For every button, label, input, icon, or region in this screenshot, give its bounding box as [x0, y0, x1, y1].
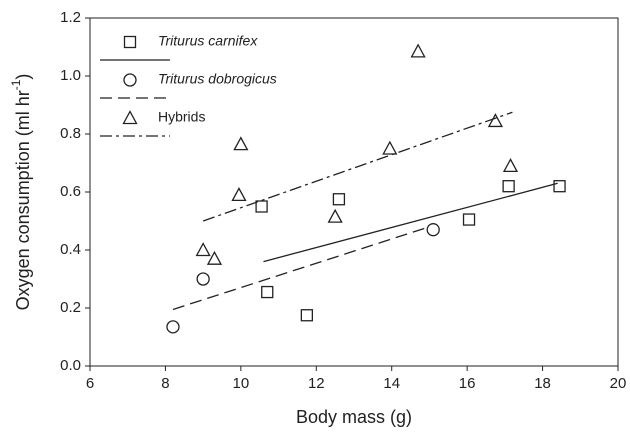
y-tick-label: 0.6: [60, 183, 81, 200]
point: [261, 285, 274, 299]
x-tick-label: 14: [383, 375, 400, 392]
point: [166, 320, 180, 334]
fit-line: [202, 111, 513, 222]
point: [327, 208, 343, 223]
y-tick-label: 0.0: [60, 357, 81, 374]
x-tick-label: 10: [233, 375, 250, 392]
legend-marker: [122, 110, 138, 125]
x-tick-label: 8: [161, 375, 169, 392]
point: [553, 180, 566, 193]
legend-label: Hybrids: [158, 109, 205, 125]
legend-marker: [123, 73, 137, 87]
x-axis-label: Body mass (g): [296, 407, 412, 427]
y-tick-label: 1.2: [60, 9, 81, 26]
y-tick-label: 0.4: [60, 241, 81, 258]
x-tick-label: 18: [534, 375, 551, 392]
fit-line: [172, 226, 430, 311]
point: [462, 213, 476, 226]
x-tick-label: 20: [610, 375, 627, 392]
point: [255, 200, 268, 213]
x-tick-label: 6: [86, 375, 94, 392]
y-label-tail: ): [13, 74, 33, 80]
point: [195, 242, 211, 257]
point: [233, 136, 249, 151]
y-axis-label: Oxygen consumption (ml hr-1): [9, 74, 33, 311]
point: [300, 309, 314, 322]
x-tick-label: 16: [459, 375, 476, 392]
y-tick-label: 0.2: [60, 299, 81, 316]
y-tick-label: 1.0: [60, 67, 81, 84]
point: [231, 187, 247, 202]
point: [487, 113, 504, 128]
y-tick-label: 0.8: [60, 125, 81, 142]
legend-label: Triturus dobrogicus: [158, 71, 277, 87]
point: [382, 140, 398, 155]
point: [502, 180, 515, 193]
x-tick-label: 12: [308, 375, 325, 392]
point: [502, 158, 519, 173]
y-label-text: Oxygen consumption (ml hr: [13, 90, 33, 310]
point: [410, 43, 426, 58]
point: [206, 250, 223, 265]
legend-label: Triturus carnifex: [158, 33, 258, 49]
legend-marker: [123, 35, 137, 49]
point: [426, 223, 440, 237]
point: [196, 272, 210, 286]
y-label-sup: -1: [9, 79, 23, 90]
fit-line: [263, 182, 558, 263]
point: [332, 193, 346, 206]
